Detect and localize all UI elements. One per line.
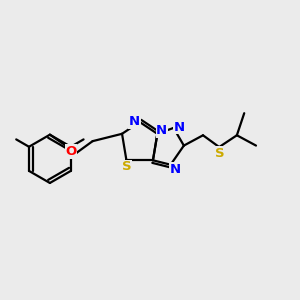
FancyBboxPatch shape (130, 117, 139, 126)
Text: N: N (169, 163, 181, 176)
FancyBboxPatch shape (215, 149, 224, 158)
FancyBboxPatch shape (175, 123, 183, 131)
Text: O: O (65, 145, 77, 158)
Text: N: N (156, 124, 167, 137)
FancyBboxPatch shape (122, 162, 131, 171)
Text: N: N (173, 121, 184, 134)
Text: N: N (129, 115, 140, 128)
FancyBboxPatch shape (171, 165, 179, 173)
FancyBboxPatch shape (67, 147, 76, 156)
FancyBboxPatch shape (158, 127, 166, 135)
Text: S: S (122, 160, 131, 173)
Text: S: S (215, 147, 225, 160)
